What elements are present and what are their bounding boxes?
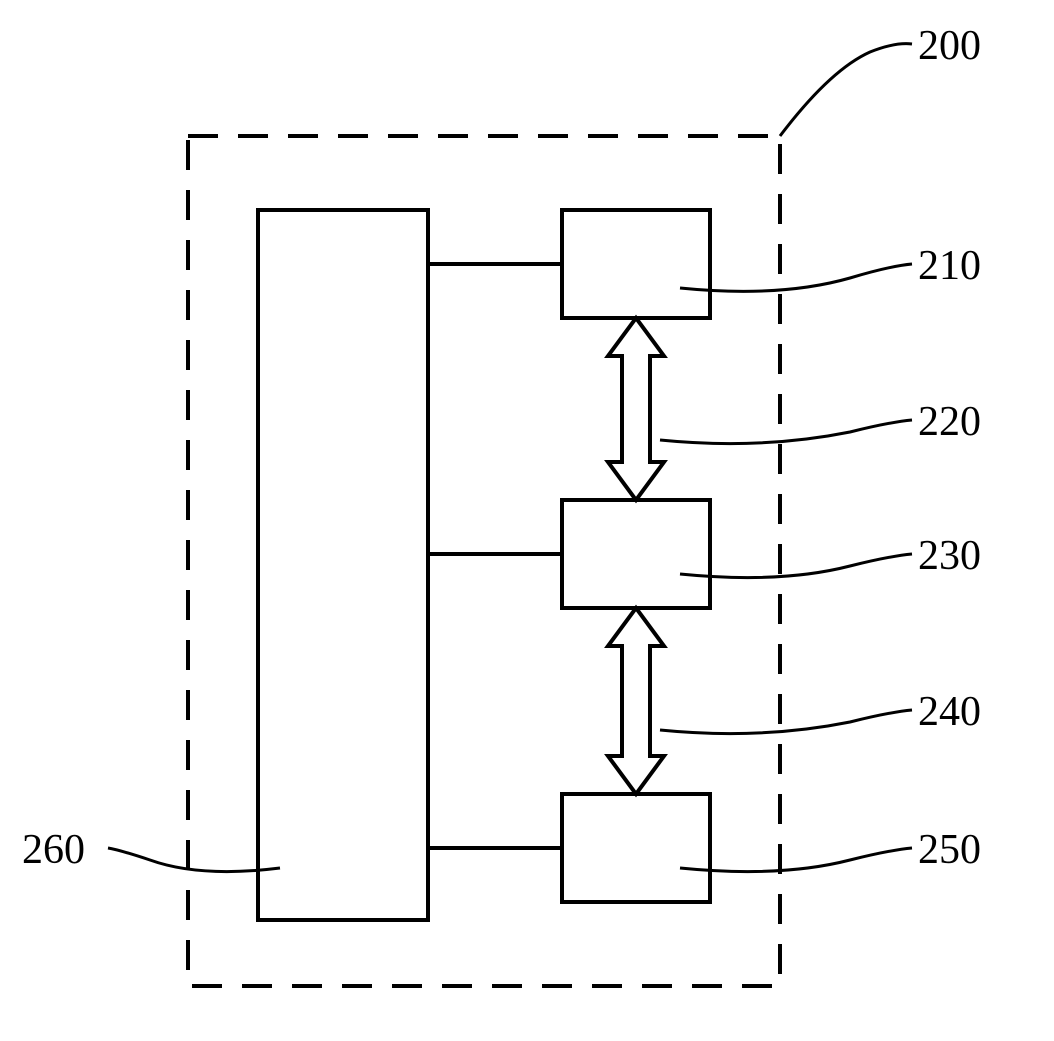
leader-240 xyxy=(660,710,912,734)
leader-250 xyxy=(680,848,912,872)
label-250: 250 xyxy=(918,826,981,874)
leader-230 xyxy=(680,554,912,578)
label-260: 260 xyxy=(22,826,85,874)
label-210: 210 xyxy=(918,242,981,290)
block-210 xyxy=(562,210,710,318)
leader-200 xyxy=(780,44,912,136)
block-230 xyxy=(562,500,710,608)
leader-220 xyxy=(660,420,912,444)
diagram-canvas: 200 210 220 230 240 250 260 xyxy=(0,0,1054,1041)
label-200: 200 xyxy=(918,22,981,70)
diagram-svg xyxy=(0,0,1054,1041)
leader-210 xyxy=(680,264,912,291)
arrow-240 xyxy=(608,608,664,794)
block-250 xyxy=(562,794,710,902)
block-260 xyxy=(258,210,428,920)
arrow-220 xyxy=(608,318,664,500)
label-220: 220 xyxy=(918,398,981,446)
label-230: 230 xyxy=(918,532,981,580)
leader-260 xyxy=(108,848,280,872)
label-240: 240 xyxy=(918,688,981,736)
